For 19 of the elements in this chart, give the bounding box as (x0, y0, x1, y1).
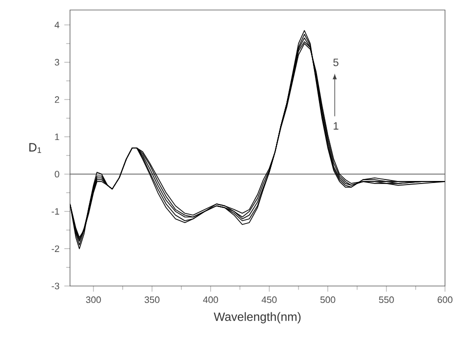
x-axis-title: Wavelength(nm) (214, 312, 301, 324)
y-tick-label: -1 (52, 208, 60, 215)
y-tick-label: 0 (54, 170, 60, 178)
x-tick-label: 400 (203, 296, 218, 304)
y-tick-label: 4 (54, 22, 60, 28)
annotation: 1 (334, 122, 338, 130)
y-tick-label: 3 (54, 58, 60, 66)
x-tick-label: 500 (320, 296, 336, 304)
y-tick-label: 2 (54, 96, 60, 103)
x-tick-label: 350 (144, 296, 160, 304)
y-tick-label: 1 (55, 134, 60, 140)
y-tick-label: -3 (52, 282, 60, 290)
x-tick-label: 600 (438, 296, 452, 304)
annotation: 5 (333, 58, 338, 66)
y-tick-label: -2 (52, 245, 60, 252)
x-tick-label: 550 (379, 296, 394, 304)
x-tick-label: 450 (262, 296, 277, 304)
y-axis-title: D$_{1}$ (29, 143, 42, 153)
x-tick-label: 300 (86, 296, 101, 304)
